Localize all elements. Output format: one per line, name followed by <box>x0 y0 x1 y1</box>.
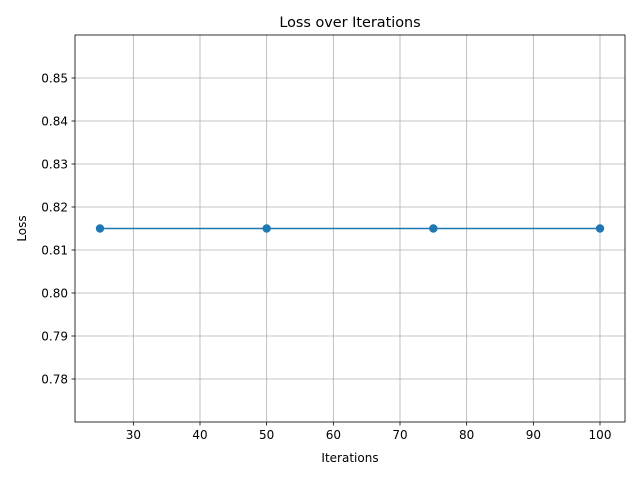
data-point <box>95 224 105 233</box>
x-tick-label: 80 <box>459 428 474 442</box>
y-axis-label: Loss <box>15 215 29 241</box>
y-tick-label: 0.83 <box>41 157 68 171</box>
chart-title: Loss over Iterations <box>279 15 420 31</box>
x-tick-label: 100 <box>589 428 612 442</box>
x-tick-label: 90 <box>526 428 541 442</box>
x-tick-label: 40 <box>192 428 207 442</box>
y-tick-label: 0.81 <box>41 243 68 257</box>
data-point <box>595 224 605 233</box>
x-tick-label: 30 <box>126 428 141 442</box>
data-point <box>262 224 271 233</box>
y-tick-label: 0.82 <box>41 200 68 214</box>
data-series <box>95 224 605 233</box>
y-tick-label: 0.80 <box>41 286 68 300</box>
x-tick-label: 60 <box>326 428 341 442</box>
x-tick-label: 70 <box>392 428 407 442</box>
data-point <box>429 224 438 233</box>
x-tick-label: 50 <box>259 428 274 442</box>
x-axis-label: Iterations <box>321 451 378 465</box>
y-tick-label: 0.85 <box>41 71 68 85</box>
axis-ticks: 30 40 50 60 70 80 90 100 0.78 0.79 0.80 0.81 0.82 0.8… <box>41 71 611 442</box>
y-tick-label: 0.84 <box>41 114 68 128</box>
y-tick-label: 0.78 <box>41 372 68 386</box>
plot-frame <box>74 34 626 423</box>
y-tick-label: 0.79 <box>41 329 68 343</box>
